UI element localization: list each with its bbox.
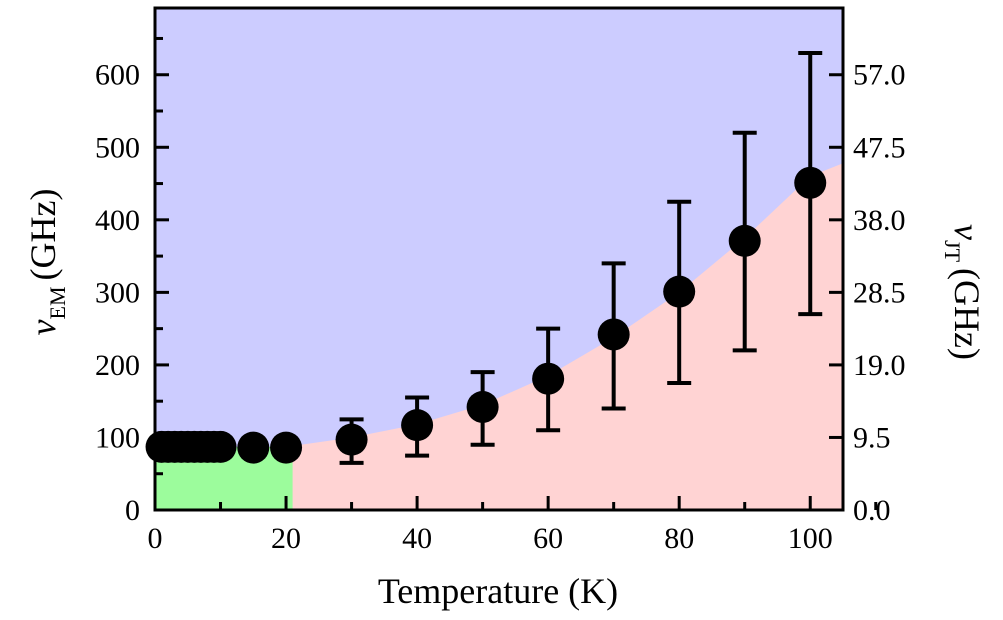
data-point — [728, 130, 761, 353]
point-marker — [270, 431, 303, 464]
y2-axis-label: νJT (GHz) — [940, 224, 987, 360]
y-tick-label: 100 — [95, 421, 140, 454]
x-axis-label: Temperature (K) — [378, 571, 618, 611]
point-marker — [335, 423, 368, 456]
y2-label-unit: (GHz) — [947, 268, 987, 360]
y2-label-symbol: ν — [947, 224, 987, 240]
data-point — [532, 326, 565, 433]
plot-frame — [153, 6, 845, 512]
data-point — [466, 370, 499, 447]
y2-label-sub: JT — [940, 240, 965, 263]
y-axis-label: νEM (GHz) — [23, 189, 70, 336]
y-tick-label: 400 — [95, 204, 140, 237]
y2-tick-label: 28.5 — [853, 276, 906, 309]
y-label-unit: (GHz) — [23, 189, 63, 281]
point-marker — [728, 224, 761, 257]
x-tick-label: 20 — [271, 522, 301, 555]
y-tick-label: 600 — [95, 59, 140, 92]
x-tick-label: 100 — [788, 522, 833, 555]
y2-tick-label: 38.0 — [853, 204, 906, 237]
x-tick-label: 60 — [533, 522, 563, 555]
point-marker — [597, 318, 630, 351]
y2-tick-label: 57.0 — [853, 59, 906, 92]
x-tick-label: 80 — [664, 522, 694, 555]
data-point — [794, 50, 827, 317]
y-tick-label: 0 — [125, 494, 140, 527]
point-marker — [466, 390, 499, 423]
data-point — [663, 199, 696, 386]
y2-tick-label: 19.0 — [853, 349, 906, 382]
data-point — [597, 261, 630, 411]
point-marker — [663, 275, 696, 308]
data-point — [335, 417, 368, 465]
point-marker — [794, 166, 827, 199]
point-marker — [401, 409, 434, 442]
x-tick-label: 0 — [148, 522, 163, 555]
lower-region — [155, 163, 843, 510]
y-label-symbol: ν — [23, 319, 63, 335]
data-point — [237, 431, 270, 464]
point-marker — [532, 362, 565, 395]
data-point — [270, 431, 303, 464]
svg-text:νEM(GHz): νEM (GHz) — [23, 189, 70, 336]
data-point — [204, 430, 237, 463]
y2-tick-label: 0.0 — [853, 494, 891, 527]
y2-tick-label: 47.5 — [853, 131, 906, 164]
y-tick-label: 300 — [95, 276, 140, 309]
point-marker — [204, 430, 237, 463]
y-tick-label: 200 — [95, 349, 140, 382]
svg-text:νJT(GHz): νJT (GHz) — [940, 224, 987, 360]
point-marker — [237, 431, 270, 464]
y2-tick-label: 9.5 — [853, 421, 891, 454]
y-tick-label: 500 — [95, 131, 140, 164]
data-point — [401, 395, 434, 458]
y-label-sub: EM — [45, 286, 70, 319]
x-tick-label: 40 — [402, 522, 432, 555]
